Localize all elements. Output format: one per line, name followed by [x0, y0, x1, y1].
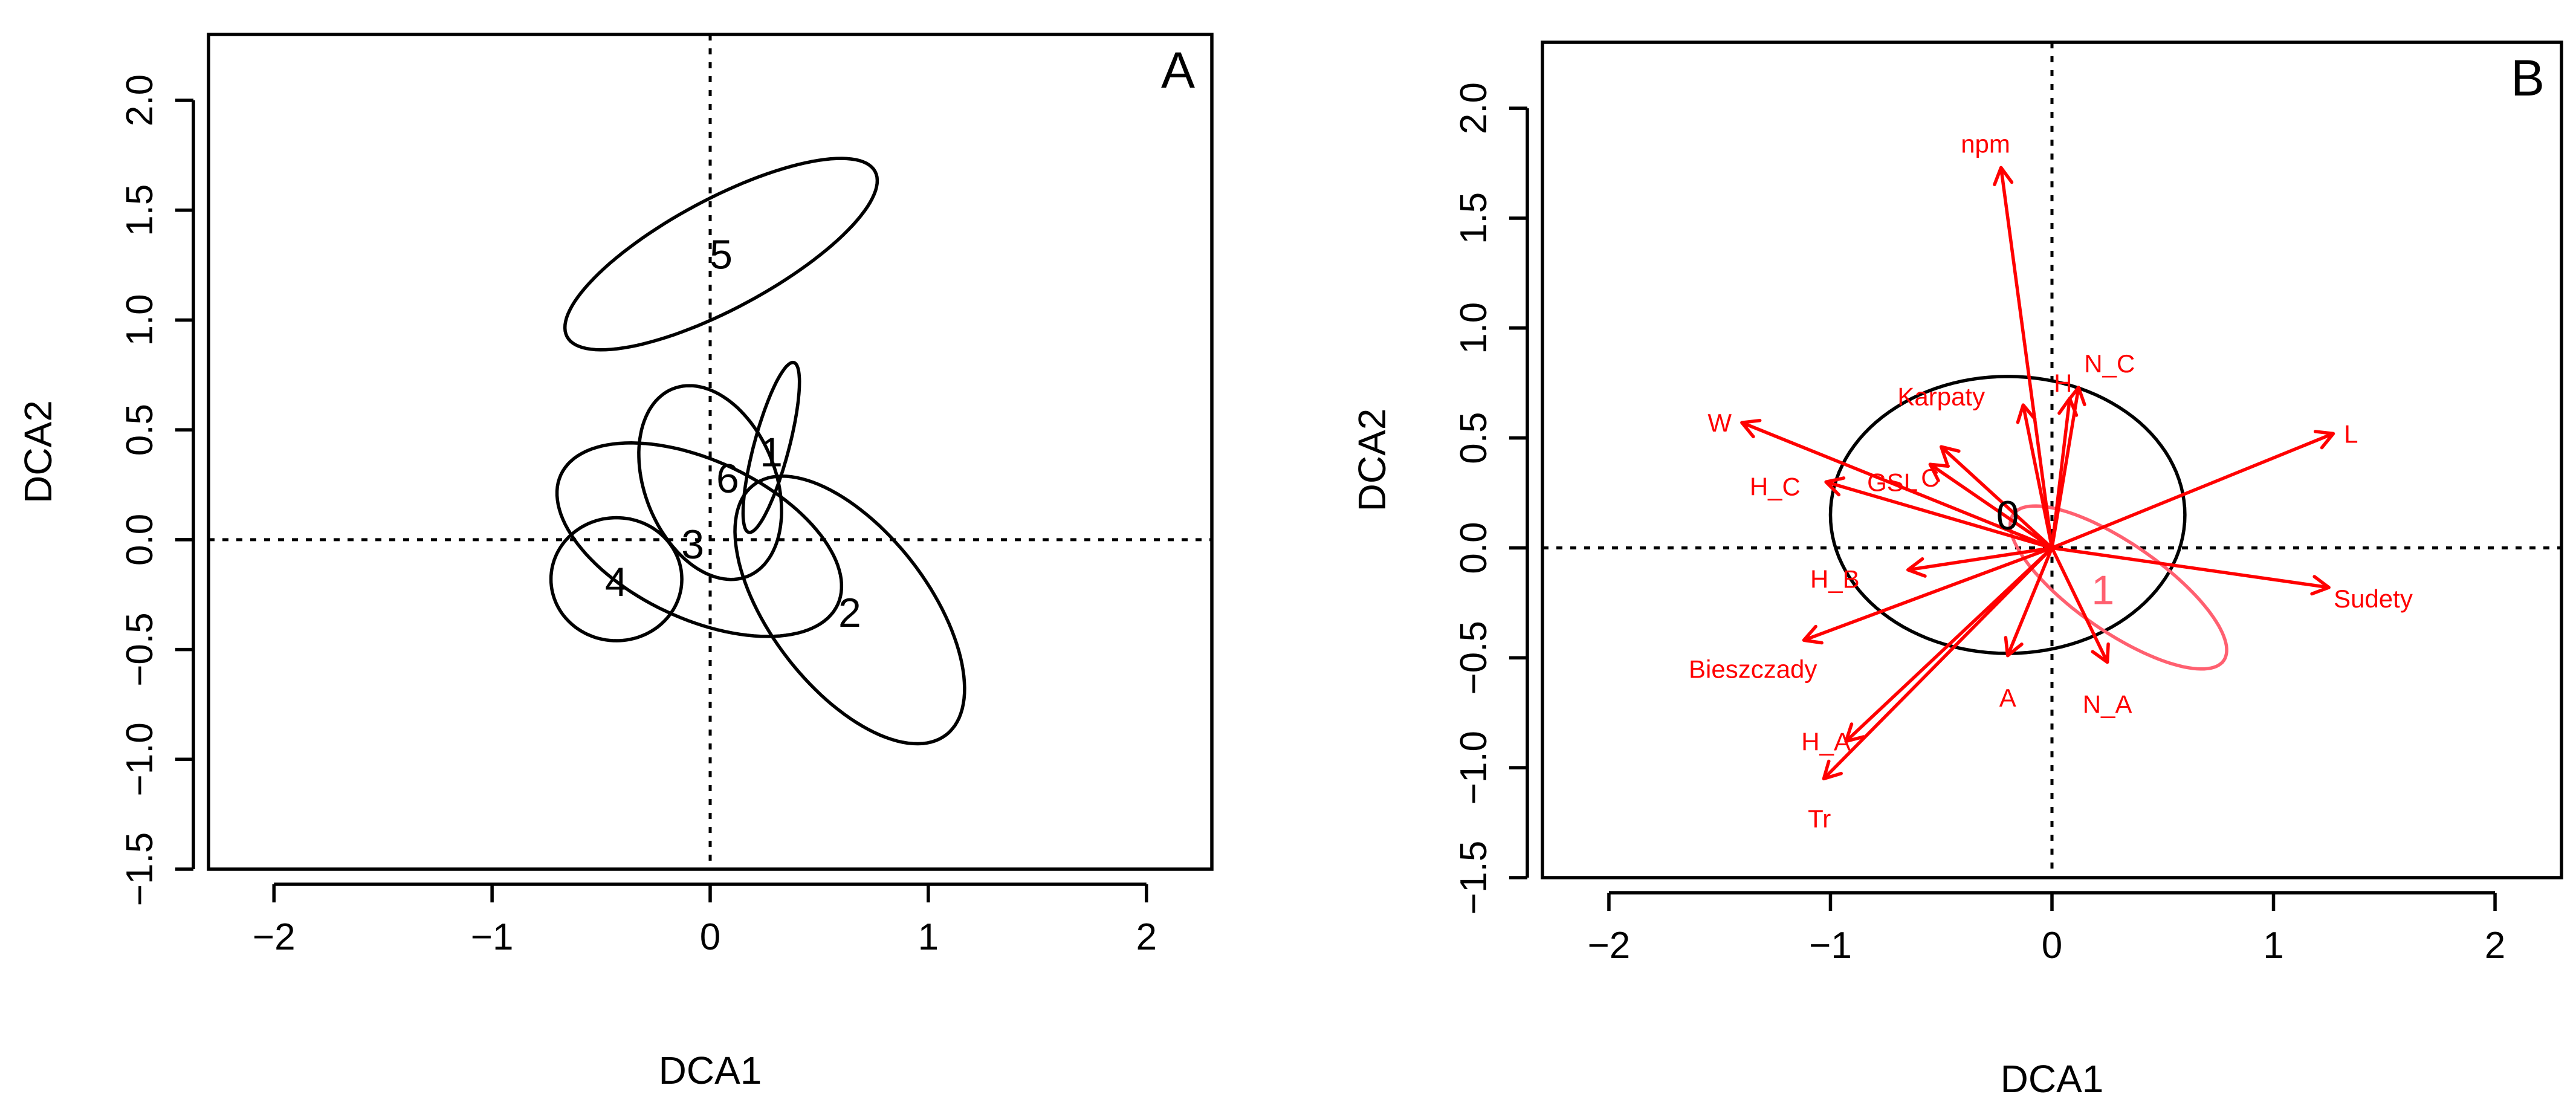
y-tick-label: 1.5 [1453, 192, 1495, 244]
vector-arrowhead-W [1740, 418, 1762, 439]
vector-label: N_A [2083, 690, 2132, 719]
vector-arrowhead-npm [1993, 166, 2014, 187]
y-axis-title: DCA2 [1350, 409, 1394, 512]
vector-label: Karpaty [1897, 383, 1985, 411]
y-tick-label: −0.5 [119, 612, 161, 686]
vector-arrow-W [1741, 421, 2053, 550]
panel-label: A [1161, 42, 1195, 99]
vector-arrow-Karpaty [2021, 404, 2054, 549]
x-tick-label: 2 [2485, 925, 2505, 966]
vector-arrowhead-H_A [1844, 722, 1865, 743]
group-ellipse-5 [563, 157, 879, 352]
vector-label: Tr [1808, 804, 1831, 833]
group-label: 1 [760, 430, 783, 476]
vector-arrowhead-C [1939, 445, 1961, 466]
group-label: 2 [838, 590, 861, 636]
y-axis-title: DCA2 [16, 400, 60, 503]
x-axis-title: DCA1 [659, 1049, 762, 1092]
group-label: 0 [1996, 493, 2019, 539]
vector-arrow-H_A [1845, 546, 2053, 743]
vector-arrow-A [2006, 547, 2054, 656]
vector-arrow-L [2051, 432, 2334, 550]
vector-arrow-H_B [1908, 546, 2053, 572]
vector-arrow-N_A [2050, 547, 2109, 663]
vector-arrow-H [2050, 398, 2072, 548]
x-tick-label: 2 [1136, 916, 1156, 958]
x-tick-label: −2 [1588, 925, 1631, 966]
vector-arrowhead-H_C [1824, 476, 1846, 497]
vector-arrow-npm [1999, 167, 2054, 548]
y-tick-label: 1.5 [119, 184, 161, 236]
panel-a-dca-plot: −2 −1 0 1 2 −1.5 −1.0 −0.5 0.0 0.5 1.0 1.5 2.0 DCA1 DC… [16, 33, 1214, 1092]
vector-label: L [2344, 419, 2358, 448]
vector-label: H_B [1810, 565, 1860, 593]
y-tick-label: 0.5 [1453, 412, 1495, 464]
vector-arrowhead-A [2004, 636, 2024, 658]
vector-arrow-Bieszczady [1803, 546, 2053, 642]
vector-arrowhead-Sudety [2310, 575, 2331, 596]
vector-label: H [2054, 369, 2072, 398]
y-tick-label: 1.0 [1453, 302, 1495, 354]
vector-arrowhead-Karpaty [2016, 403, 2037, 424]
y-tick-label: −0.5 [1453, 621, 1495, 694]
group-ellipse-1 [741, 360, 801, 534]
y-tick-label: 0.0 [119, 514, 161, 566]
group-label: 4 [605, 559, 628, 605]
x-tick-label: −1 [471, 916, 514, 958]
vector-arrowhead-Bieszczady [1802, 624, 1824, 645]
vector-label: W [1707, 409, 1732, 437]
vector-label: npm [1961, 129, 2010, 158]
y-tick-label: −1.0 [119, 722, 161, 796]
x-tick-label: 0 [2042, 925, 2062, 966]
vector-arrowhead-L [2313, 430, 2335, 450]
vector-label: Sudety [2334, 584, 2413, 613]
vector-label: N_C [2084, 349, 2135, 378]
group-label: 3 [681, 522, 704, 568]
group-ellipse-0 [1828, 375, 2187, 655]
panel-b-dca-plot: −2 −1 0 1 2 −1.5 −1.0 −0.5 0.0 0.5 1.0 1.5 2.0 DCA1 DC… [1350, 40, 2563, 1101]
y-tick-label: 2.0 [1453, 82, 1495, 134]
y-tick-label: −1.5 [119, 832, 161, 906]
y-tick-label: −1.0 [1453, 731, 1495, 804]
group-label: 1 [2091, 568, 2114, 613]
panel-label: B [2511, 50, 2545, 106]
y-tick-label: −1.5 [1453, 841, 1495, 914]
x-tick-label: −2 [253, 916, 296, 958]
x-tick-label: 0 [700, 916, 720, 958]
vector-arrowhead-N_C [2065, 386, 2086, 407]
group-ellipse-1 [2008, 504, 2228, 671]
y-tick-label: 2.0 [119, 74, 161, 126]
vector-arrow-Sudety [2051, 546, 2329, 589]
vector-arrow-Tr [1822, 546, 2053, 780]
vector-arrowhead-Tr [1822, 759, 1843, 781]
group-label: 5 [710, 231, 733, 277]
vector-label: H_C [1750, 473, 1801, 501]
x-tick-label: 1 [2263, 925, 2283, 966]
group-ellipse-2 [733, 474, 966, 746]
vector-label: A [1999, 684, 2016, 712]
vector-arrow-GSL [1929, 463, 2053, 549]
group-ellipse-4 [549, 516, 684, 643]
vector-label: Bieszczady [1689, 655, 1817, 684]
group-label: 6 [716, 456, 739, 502]
vector-arrow-C [1940, 445, 2053, 549]
x-tick-label: 1 [918, 916, 939, 958]
y-tick-label: 1.0 [119, 294, 161, 346]
vector-arrowhead-N_A [2091, 642, 2110, 664]
vector-label: GSL [1867, 468, 1918, 496]
x-axis-title: DCA1 [2001, 1057, 2104, 1101]
group-ellipse-6 [637, 384, 783, 581]
vector-arrowhead-H [2057, 397, 2079, 417]
vector-arrowhead-GSL [1928, 462, 1950, 482]
x-tick-label: −1 [1809, 925, 1852, 966]
vector-arrowhead-H_B [1906, 557, 1927, 578]
group-ellipse-3 [555, 441, 844, 638]
vector-arrow-H_C [1825, 480, 2053, 550]
vector-label: H_A [1801, 728, 1851, 756]
y-tick-label: 0.5 [119, 404, 161, 456]
y-tick-label: 0.0 [1453, 522, 1495, 574]
